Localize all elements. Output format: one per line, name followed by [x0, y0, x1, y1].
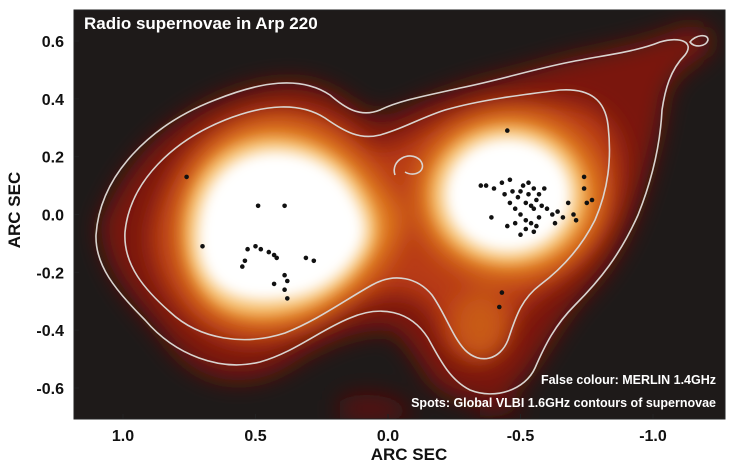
supernova-spot	[505, 128, 510, 133]
supernova-spot	[581, 174, 587, 180]
supernova-spot	[518, 189, 523, 194]
supernova-spot	[536, 215, 542, 220]
y-axis-label: ARC SEC	[5, 172, 24, 249]
x-axis-label: ARC SEC	[371, 445, 448, 463]
x-axis-ticks: 1.0 0.5 0.0 -0.5 -1.0	[112, 414, 667, 445]
supernova-spot	[515, 194, 521, 200]
y-tick-label: -0.6	[36, 381, 64, 398]
supernova-spot	[282, 272, 287, 278]
chart-title: Radio supernovae in Arp 220	[84, 14, 318, 33]
supernova-spot	[489, 215, 494, 220]
supernova-spot	[266, 249, 272, 255]
supernova-spot	[507, 200, 513, 206]
supernova-spot	[550, 212, 555, 217]
supernova-spot	[491, 186, 497, 191]
supernova-spot	[242, 258, 248, 264]
supernova-spot	[531, 206, 537, 211]
supernova-spot	[584, 200, 590, 206]
supernova-spot	[528, 220, 534, 226]
supernova-spot	[518, 232, 523, 237]
supernova-spot	[502, 192, 507, 197]
supernova-spot	[536, 192, 542, 197]
annotation-vlbi: Spots: Global VLBI 1.6GHz contours of su…	[411, 396, 716, 410]
supernova-spot	[523, 200, 529, 206]
supernova-spot	[544, 206, 550, 211]
y-tick-label: 0.6	[42, 34, 64, 51]
supernova-spot	[499, 290, 505, 295]
supernova-spot	[531, 229, 537, 235]
supernova-spot	[512, 206, 518, 211]
supernova-spot	[282, 203, 287, 209]
supernova-spot	[571, 212, 576, 217]
y-tick-label: -0.4	[36, 323, 64, 340]
lobe-contour	[393, 155, 424, 176]
supernova-spot	[539, 203, 544, 209]
supernova-spot	[311, 258, 317, 264]
supernova-spot	[245, 246, 250, 252]
supernova-spot	[505, 223, 510, 229]
supernova-spot	[531, 186, 537, 191]
contour-lines	[95, 34, 709, 395]
supernova-spot	[282, 287, 287, 293]
x-tick-label: 1.0	[112, 428, 134, 445]
supernova-spot	[285, 278, 290, 284]
supernova-spot	[240, 264, 245, 269]
supernova-spot	[255, 203, 261, 209]
small-contour	[689, 34, 709, 47]
supernova-spot	[565, 200, 571, 206]
supernova-spot	[542, 186, 547, 191]
supernova-spot	[303, 255, 309, 261]
y-tick-label: 0.0	[42, 208, 64, 225]
supernova-spot	[497, 304, 502, 310]
y-tick-label: -0.2	[36, 265, 64, 282]
supernova-spot	[507, 177, 513, 183]
outer-contour	[95, 38, 689, 395]
supernova-spot	[253, 244, 258, 249]
supernova-spot	[560, 215, 566, 220]
supernova-spot	[520, 183, 526, 188]
supernova-spot	[510, 189, 515, 194]
radio-emission-map	[100, 26, 712, 419]
supernova-spot	[534, 197, 539, 203]
supernova-spot	[271, 281, 277, 287]
supernova-spot	[200, 244, 205, 249]
supernova-spot	[274, 255, 280, 261]
supernova-spot	[555, 209, 560, 214]
annotation-merlin: False colour: MERLIN 1.4GHz	[541, 373, 716, 387]
y-tick-label: 0.2	[42, 150, 64, 167]
supernova-spot	[526, 180, 531, 185]
supernova-spot	[552, 220, 558, 226]
supernova-spot	[258, 246, 264, 252]
supernova-spot	[523, 226, 529, 232]
supernova-spot	[573, 218, 579, 223]
supernova-spots	[184, 128, 595, 310]
supernova-spot	[523, 218, 529, 223]
supernova-spot	[526, 192, 531, 197]
supernova-spot	[512, 220, 518, 226]
supernova-spot	[483, 183, 489, 188]
supernova-spot	[499, 180, 505, 185]
supernova-spot	[518, 212, 523, 217]
x-tick-label: 0.5	[244, 428, 266, 445]
x-tick-label: 0.0	[377, 428, 399, 445]
supernova-spot	[534, 223, 539, 229]
supernova-spot	[285, 296, 290, 301]
supernova-spot	[528, 203, 534, 209]
supernova-spot	[478, 183, 484, 188]
y-axis-ticks: 0.6 0.4 0.2 0.0 -0.2 -0.4 -0.6	[36, 34, 79, 398]
supernova-spot	[581, 186, 587, 191]
middle-contour	[124, 89, 611, 360]
supernova-spot	[589, 197, 595, 203]
x-tick-label: -0.5	[507, 428, 535, 445]
supernova-spot	[184, 174, 189, 180]
y-tick-label: 0.4	[42, 92, 64, 109]
x-tick-label: -1.0	[639, 428, 667, 445]
